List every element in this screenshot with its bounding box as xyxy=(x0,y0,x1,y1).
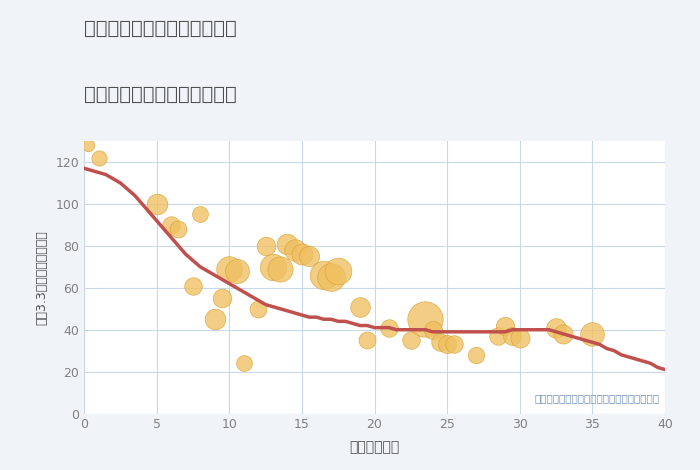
Text: 円の大きさは、取引のあった物件面積を示す: 円の大きさは、取引のあった物件面積を示す xyxy=(534,393,659,403)
Point xyxy=(151,200,162,208)
Text: 築年数別中古マンション価格: 築年数別中古マンション価格 xyxy=(84,85,237,103)
Point xyxy=(354,303,365,310)
Point xyxy=(188,282,199,290)
Point xyxy=(434,338,445,346)
Point xyxy=(253,305,264,313)
Point xyxy=(296,251,307,258)
Point xyxy=(500,322,511,329)
Point xyxy=(195,211,206,218)
Point xyxy=(281,240,293,248)
Point xyxy=(216,295,228,302)
Point xyxy=(209,315,220,323)
Point xyxy=(420,315,431,323)
Point xyxy=(173,225,184,233)
Point xyxy=(427,326,438,334)
Point xyxy=(274,265,286,273)
Point xyxy=(514,334,525,342)
Point xyxy=(362,337,373,344)
Point xyxy=(224,265,235,273)
Y-axis label: 坪（3.3㎡）単価（万円）: 坪（3.3㎡）単価（万円） xyxy=(35,230,48,325)
Point xyxy=(449,341,460,348)
Point xyxy=(93,154,104,162)
Point xyxy=(289,246,300,254)
Point xyxy=(470,351,482,359)
Point xyxy=(442,341,453,348)
Point xyxy=(550,324,561,331)
Point xyxy=(332,267,344,275)
Point xyxy=(587,330,598,337)
X-axis label: 築年数（年）: 築年数（年） xyxy=(349,440,400,454)
Point xyxy=(384,324,395,331)
Point xyxy=(165,221,176,228)
Text: 兵庫県姫路市広畑区清水町の: 兵庫県姫路市広畑区清水町の xyxy=(84,19,237,38)
Point xyxy=(405,337,416,344)
Point xyxy=(238,360,249,367)
Point xyxy=(492,332,503,340)
Point xyxy=(507,332,518,340)
Point xyxy=(304,252,315,260)
Point xyxy=(326,274,337,281)
Point xyxy=(318,272,329,279)
Point xyxy=(558,330,569,337)
Point xyxy=(231,267,242,275)
Point xyxy=(260,242,271,250)
Point xyxy=(267,263,279,271)
Point xyxy=(83,141,94,149)
